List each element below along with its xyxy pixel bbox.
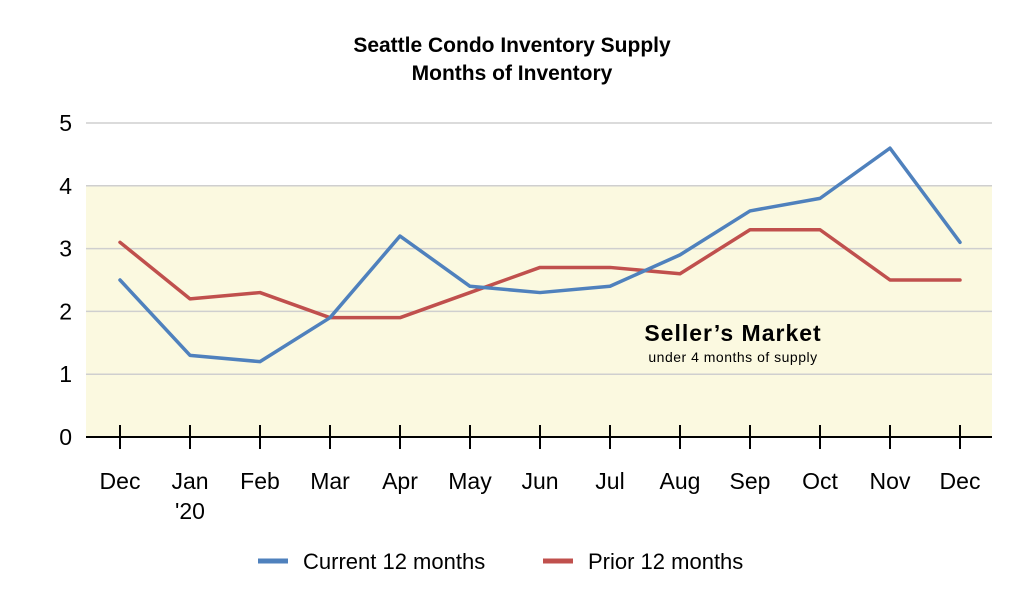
x-tick-label: Oct bbox=[802, 468, 838, 494]
y-tick-label: 2 bbox=[59, 298, 72, 324]
y-tick-label: 3 bbox=[59, 236, 72, 262]
x-tick-label: Jan bbox=[171, 468, 208, 494]
legend: Current 12 months Prior 12 months bbox=[258, 549, 743, 574]
x-tick-label: Feb bbox=[240, 468, 280, 494]
x-axis-ticks: Dec Jan '20 Feb Mar Apr May Jun Jul Aug Sep Oct Nov D… bbox=[100, 425, 981, 524]
y-tick-label: 0 bbox=[59, 424, 72, 450]
x-tick-label: Mar bbox=[310, 468, 350, 494]
series-line bbox=[118, 228, 962, 320]
series-line bbox=[118, 146, 962, 364]
y-tick-label: 1 bbox=[59, 361, 72, 387]
x-tick-label: Jul bbox=[595, 468, 624, 494]
y-axis-ticks: 0 1 2 3 4 5 bbox=[59, 110, 72, 450]
legend-label: Prior 12 months bbox=[588, 549, 743, 574]
x-tick-label: Dec bbox=[940, 468, 981, 494]
x-tick-label: Sep bbox=[730, 468, 771, 494]
sellers-market-label: Seller’s Market bbox=[644, 320, 821, 346]
x-tick-label: Jun bbox=[521, 468, 558, 494]
gridlines bbox=[86, 122, 992, 375]
x-tick-label: Aug bbox=[660, 468, 701, 494]
x-tick-label: Dec bbox=[100, 468, 141, 494]
sellers-market-sublabel: under 4 months of supply bbox=[648, 349, 817, 365]
chart-subtitle: Months of Inventory bbox=[412, 62, 613, 85]
y-tick-label: 5 bbox=[59, 110, 72, 136]
legend-label: Current 12 months bbox=[303, 549, 485, 574]
chart-title: Seattle Condo Inventory Supply bbox=[353, 34, 671, 57]
y-tick-label: 4 bbox=[59, 173, 72, 199]
x-tick-label: Apr bbox=[382, 468, 418, 494]
x-tick-label: Nov bbox=[870, 468, 911, 494]
x-tick-label: May bbox=[448, 468, 492, 494]
series-lines bbox=[118, 146, 962, 364]
x-tick-sublabel: '20 bbox=[175, 498, 205, 524]
